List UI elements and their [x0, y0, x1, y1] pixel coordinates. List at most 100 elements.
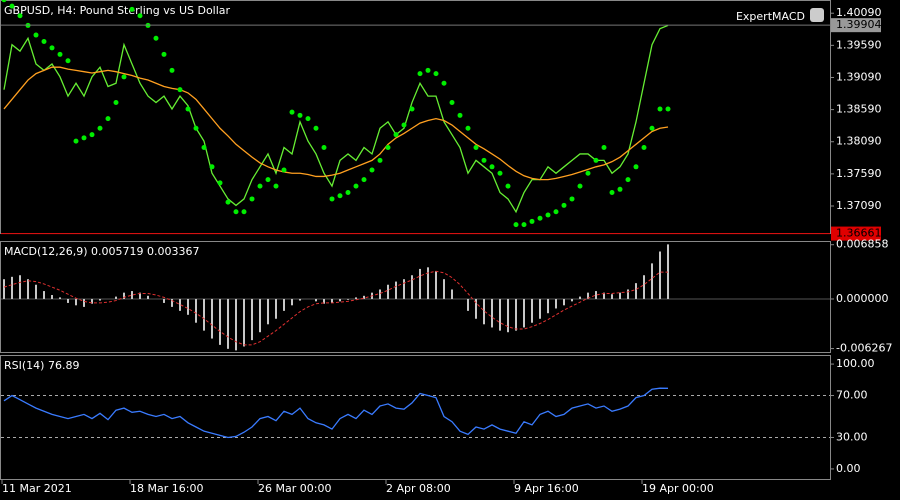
panel-title: RSI(14) 76.89	[4, 359, 79, 372]
sar-dot	[281, 167, 287, 173]
sar-dot	[425, 67, 431, 73]
series-line	[3, 24, 669, 214]
sar-dot	[113, 100, 119, 106]
sar-dot	[297, 112, 303, 118]
sar-dot	[641, 145, 647, 151]
sar-dot	[57, 51, 63, 57]
y-tick-label: 1.39090	[836, 70, 882, 83]
y-tick-label: 1.37590	[836, 167, 882, 180]
y-tick-label: 0.00	[836, 462, 861, 475]
y-tick-label: 0.006858	[836, 238, 889, 251]
sar-dot	[433, 71, 439, 77]
sar-dot	[369, 167, 375, 173]
sar-dot	[521, 222, 527, 228]
sar-dot	[329, 196, 335, 202]
y-tick-label: 1.37090	[836, 199, 882, 212]
y-tick-label: 0.000000	[836, 292, 889, 305]
sar-dot	[625, 177, 631, 183]
series-line	[3, 387, 669, 439]
series-line	[3, 270, 668, 346]
bid-label-box	[831, 18, 881, 33]
sar-dot	[537, 215, 543, 221]
sar-dot	[449, 100, 455, 106]
y-tick-label: 1.39590	[836, 38, 882, 51]
alert-label: 1.36661	[836, 227, 882, 240]
sar-dot	[409, 106, 415, 112]
sar-dot	[209, 164, 215, 170]
sar-dot	[401, 122, 407, 128]
sar-dot	[1, 0, 7, 3]
sar-dot	[529, 218, 535, 224]
sar-dot	[41, 38, 47, 44]
sar-dot	[273, 183, 279, 189]
sar-dot	[225, 199, 231, 205]
sar-dot	[185, 106, 191, 112]
sar-dot	[105, 116, 111, 122]
sar-dot	[609, 190, 615, 196]
sar-dot	[313, 125, 319, 131]
panel-title: MACD(12,26,9) 0.005719 0.003367	[4, 245, 200, 258]
sar-dot	[33, 32, 39, 38]
sar-dot	[73, 138, 79, 144]
sar-dot	[665, 106, 671, 112]
sar-dot	[393, 132, 399, 138]
sar-dot	[49, 45, 55, 51]
y-tick-label: 1.38090	[836, 135, 882, 148]
sar-dot	[593, 157, 599, 163]
sar-dot	[465, 125, 471, 131]
sar-dot	[97, 125, 103, 131]
sar-dot	[265, 177, 271, 183]
sar-dot	[337, 193, 343, 199]
rsi-frame	[0, 355, 831, 480]
sar-dot	[193, 125, 199, 131]
sar-dot	[545, 212, 551, 218]
sar-dot	[353, 183, 359, 189]
sar-dot	[649, 125, 655, 131]
sar-dot	[201, 145, 207, 151]
sar-dot	[441, 80, 447, 86]
sar-dot	[17, 13, 23, 19]
sar-dot	[497, 170, 503, 176]
sar-dot	[89, 132, 95, 138]
sar-dot	[289, 109, 295, 115]
series-line	[3, 66, 669, 181]
sar-dot	[9, 3, 15, 9]
sar-dot	[617, 186, 623, 192]
y-tick-label: 100.00	[836, 357, 875, 370]
sar-dot	[161, 51, 167, 57]
sar-dot	[65, 58, 71, 64]
sar-dot	[473, 145, 479, 151]
bid-label: 1.39904	[836, 18, 882, 31]
sar-dot	[361, 177, 367, 183]
x-tick-label: 2 Apr 08:00	[386, 482, 451, 495]
sar-dot	[561, 202, 567, 208]
sar-dot	[585, 170, 591, 176]
sar-dot	[169, 67, 175, 73]
sar-dot	[345, 190, 351, 196]
sar-dot	[489, 164, 495, 170]
y-tick-label: 30.00	[836, 430, 868, 443]
sar-dot	[241, 209, 247, 215]
x-tick-label: 9 Apr 16:00	[514, 482, 579, 495]
sar-dot	[657, 106, 663, 112]
sar-dot	[121, 74, 127, 80]
y-tick-label: 1.40090	[836, 6, 882, 19]
sar-dot	[129, 6, 135, 12]
sar-dot	[249, 196, 255, 202]
sar-dot	[233, 209, 239, 215]
macd-frame	[0, 241, 831, 353]
sar-dot	[513, 222, 519, 228]
sar-dot	[153, 35, 159, 41]
x-tick-label: 19 Apr 00:00	[642, 482, 714, 495]
expert-name: ExpertMACD	[736, 10, 805, 23]
sar-dot	[81, 135, 87, 141]
sar-dot	[457, 112, 463, 118]
x-tick-label: 18 Mar 16:00	[130, 482, 203, 495]
sar-dot	[305, 116, 311, 122]
y-tick-label: 1.38590	[836, 103, 882, 116]
sar-dot	[601, 145, 607, 151]
sar-dot	[633, 164, 639, 170]
sar-dot	[505, 183, 511, 189]
